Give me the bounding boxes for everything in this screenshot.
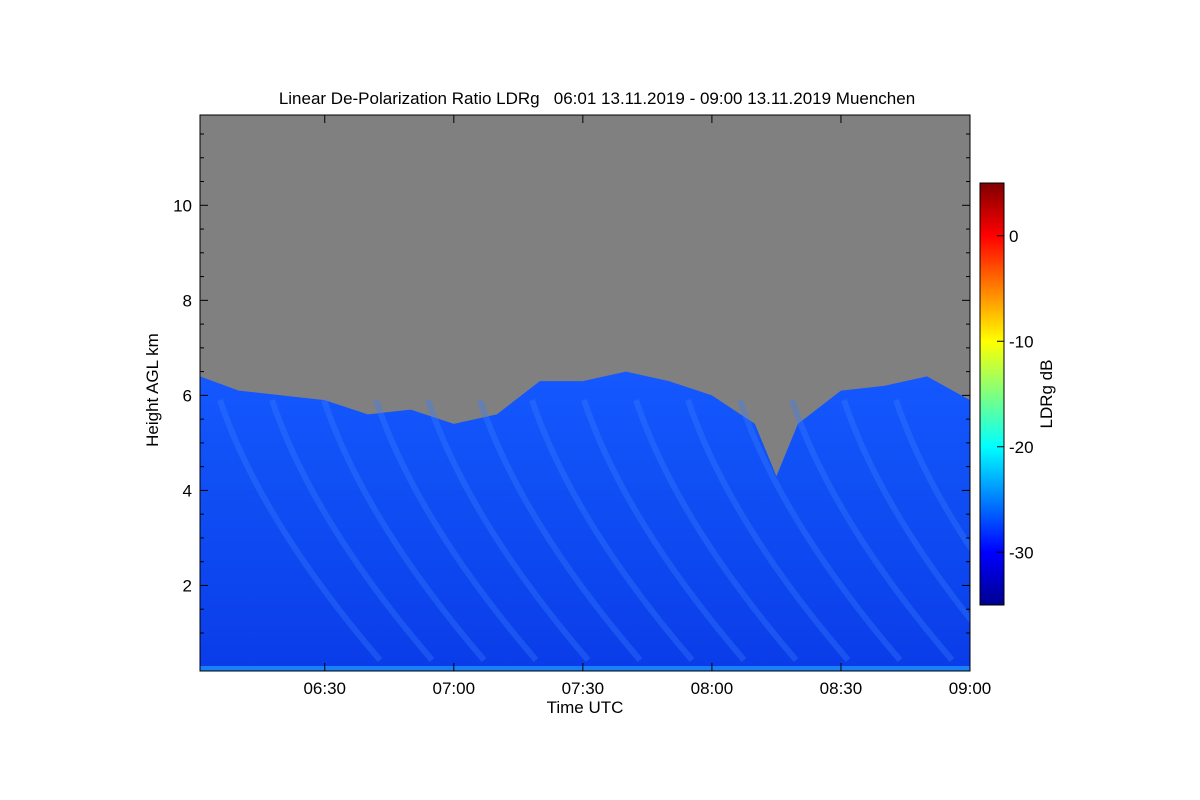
y-tick-label: 10 [173, 196, 192, 215]
y-tick-label: 8 [183, 291, 192, 310]
colorbar-label: LDRg dB [1037, 360, 1056, 429]
y-tick-label: 6 [183, 386, 192, 405]
fallstreak [477, 399, 643, 662]
y-axis-label: Height AGL km [143, 333, 162, 447]
y-tick-label: 4 [183, 481, 192, 500]
x-tick-label: 08:00 [691, 679, 734, 698]
x-axis-label: Time UTC [547, 698, 624, 717]
fallstreak [581, 399, 747, 662]
fallstreak [685, 399, 851, 662]
colorbar-gradient [979, 182, 1005, 606]
x-axis: 06:30 07:00 07:30 08:00 08:30 09:00 [303, 115, 991, 698]
colorbar-ticks: 0 -10 -20 -30 [997, 227, 1034, 562]
fallstreaks [217, 399, 970, 662]
x-tick-label: 07:00 [433, 679, 476, 698]
plot-frame [199, 114, 971, 672]
colorbar-tick-label: -10 [1009, 332, 1034, 351]
x-tick-label: 07:30 [562, 679, 605, 698]
cloud-region [200, 371, 970, 671]
x-tick-label: 06:30 [303, 679, 346, 698]
fallstreak [737, 399, 903, 662]
fallstreak [893, 399, 970, 553]
y-axis: 2 4 6 8 10 [173, 133, 970, 634]
fallstreak [425, 399, 591, 662]
colorbar-tick-label: -20 [1009, 438, 1034, 457]
fallstreak [841, 399, 970, 624]
fallstreak [321, 399, 487, 662]
colorbar-tick-label: 0 [1009, 227, 1018, 246]
fallstreak [789, 399, 955, 662]
y-tick-label: 2 [183, 576, 192, 595]
fallstreak [217, 399, 383, 662]
fallstreak [529, 399, 695, 662]
fallstreak [633, 399, 799, 662]
fallstreak [269, 399, 435, 662]
chart-title: Linear De-Polarization Ratio LDRg 06:01 … [279, 89, 915, 108]
plot-area [200, 115, 970, 671]
surface-band [200, 666, 970, 671]
colorbar-tick-label: -30 [1009, 543, 1034, 562]
colorbar: 0 -10 -20 -30 LDRg dB [979, 182, 1056, 606]
x-tick-label: 08:30 [820, 679, 863, 698]
fallstreak [373, 399, 539, 662]
x-tick-label: 09:00 [949, 679, 992, 698]
